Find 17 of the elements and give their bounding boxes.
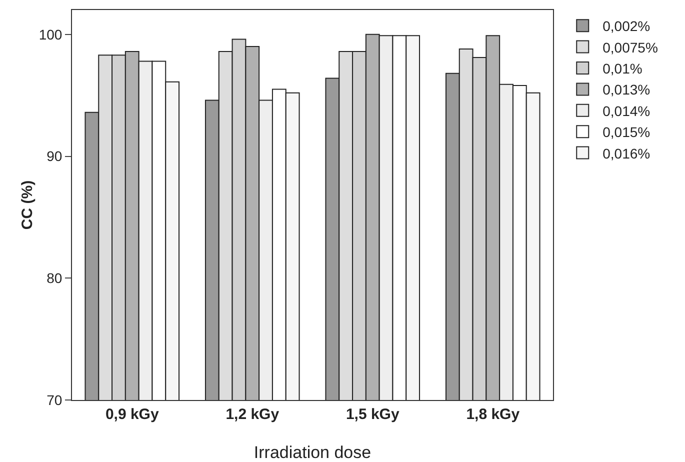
legend-label: 0,013% <box>602 82 650 98</box>
y-tick-label: 70 <box>46 392 62 408</box>
y-axis-title: CC (%) <box>19 180 36 230</box>
legend-label: 0,014% <box>602 102 650 119</box>
x-tick-label: 1,8 kGy <box>466 406 520 423</box>
legend-label: 0,015% <box>602 124 650 140</box>
x-tick-label: 1,5 kGy <box>346 406 400 423</box>
x-tick-label: 1,2 kGy <box>226 406 280 423</box>
legend-label: 0,016% <box>602 145 650 162</box>
x-tick-label: 0,9 kGy <box>105 406 160 423</box>
y-tick-label: 100 <box>38 26 62 42</box>
y-tick-label: 80 <box>46 270 62 286</box>
legend-label: 0,002% <box>602 18 650 34</box>
legend-label: 0,01% <box>602 60 642 76</box>
legend-label: 0,0075% <box>602 39 658 56</box>
y-tick-label: 90 <box>46 148 62 164</box>
x-axis-title: Irradiation dose <box>254 443 372 462</box>
